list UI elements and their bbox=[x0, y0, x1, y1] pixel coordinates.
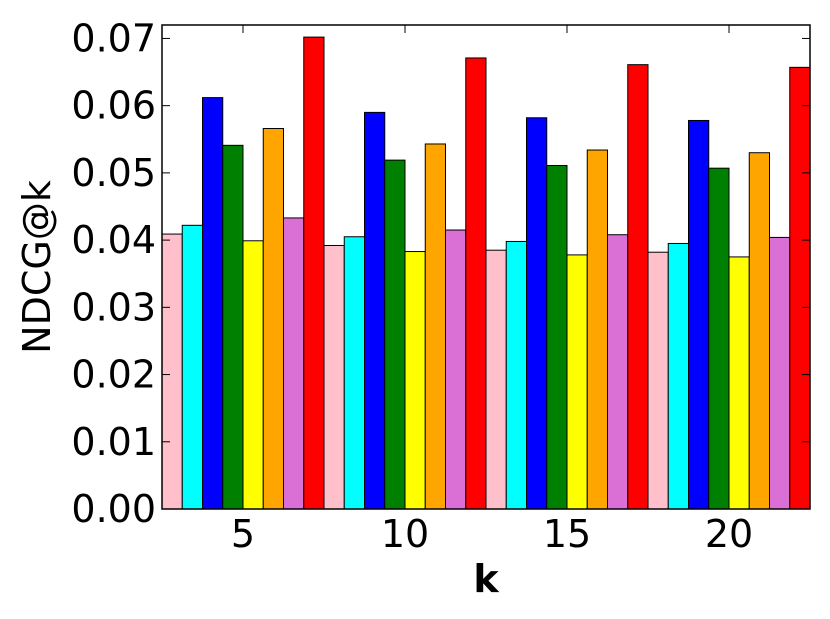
bar bbox=[242, 240, 264, 510]
bar bbox=[465, 57, 487, 510]
bar bbox=[222, 144, 244, 510]
x-tick-label: 20 bbox=[705, 512, 753, 556]
bar bbox=[647, 251, 669, 510]
bar bbox=[688, 119, 710, 510]
bar bbox=[607, 234, 629, 510]
bar bbox=[546, 164, 568, 510]
bar bbox=[728, 256, 750, 510]
bar bbox=[566, 254, 588, 510]
bars-group bbox=[161, 36, 811, 510]
ticks-group: 0.00 0.01 0.02 0.03 0.04 0.05 0.06 0.07 5 10 15 20 bbox=[71, 16, 810, 556]
bar bbox=[161, 233, 183, 510]
x-tick-label: 15 bbox=[543, 512, 591, 556]
y-tick-label: 0.03 bbox=[71, 285, 156, 329]
bar bbox=[485, 249, 507, 510]
bar bbox=[708, 167, 730, 510]
bar bbox=[181, 224, 203, 510]
bar bbox=[789, 66, 811, 510]
y-axis-label: NDCG@k bbox=[15, 180, 59, 354]
x-tick-label: 5 bbox=[231, 512, 255, 556]
y-tick-label: 0.05 bbox=[71, 151, 156, 195]
y-tick-label: 0.02 bbox=[71, 353, 156, 397]
y-tick-label: 0.07 bbox=[71, 16, 156, 60]
bar bbox=[526, 117, 548, 510]
bar bbox=[445, 229, 467, 510]
x-tick-label: 10 bbox=[381, 512, 429, 556]
bar bbox=[667, 242, 689, 510]
bar bbox=[627, 64, 649, 510]
bar bbox=[505, 240, 527, 510]
bar bbox=[769, 236, 791, 510]
bar bbox=[343, 236, 365, 510]
plot-frame bbox=[161, 24, 811, 510]
bar bbox=[424, 143, 446, 510]
bar bbox=[283, 217, 305, 510]
y-tick-label: 0.01 bbox=[71, 420, 156, 464]
bar bbox=[404, 251, 426, 510]
bar bbox=[202, 97, 224, 510]
bar bbox=[323, 244, 345, 510]
bar bbox=[262, 128, 284, 510]
y-tick-label: 0.00 bbox=[71, 487, 156, 531]
bar bbox=[384, 159, 406, 510]
y-tick-label: 0.06 bbox=[71, 84, 156, 128]
bar bbox=[748, 152, 770, 510]
bar bbox=[364, 111, 386, 510]
bar bbox=[586, 149, 608, 510]
x-axis-label: k bbox=[473, 557, 499, 601]
y-tick-label: 0.04 bbox=[71, 218, 156, 262]
bar bbox=[303, 36, 325, 510]
